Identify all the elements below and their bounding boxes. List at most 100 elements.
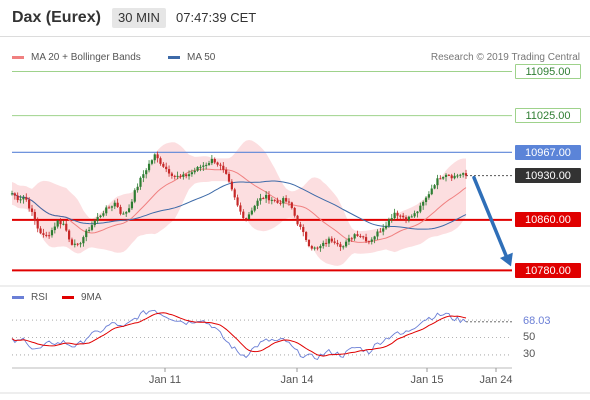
candle-down [267, 194, 271, 201]
time-axis [0, 367, 590, 394]
candle-down [333, 241, 336, 243]
candle-up [430, 188, 433, 195]
candle-down [42, 233, 45, 235]
candle-up [442, 177, 445, 179]
x-tick-label-jan-24: Jan 24 [479, 374, 513, 386]
candle-up [344, 241, 348, 247]
candle-up [342, 246, 345, 248]
candle-down [310, 246, 313, 249]
ma20-line [11, 168, 467, 243]
header-divider [0, 36, 590, 37]
candle-down [225, 169, 228, 174]
candle-down [30, 208, 34, 212]
candle-down [159, 158, 162, 164]
candle-up [370, 239, 373, 242]
candle-up [130, 201, 134, 209]
candle-down [45, 234, 48, 236]
candle-up [79, 243, 82, 245]
candle-up [150, 160, 154, 164]
candle-up [136, 186, 139, 191]
candle-up [205, 164, 208, 166]
candle-up [416, 211, 419, 214]
candle-down [170, 173, 173, 176]
candle-down [230, 181, 233, 190]
level-label-10860: 10860.00 [515, 212, 581, 228]
candle-down [379, 231, 382, 233]
candle-down [216, 162, 219, 165]
candle-up [210, 158, 213, 164]
candle-up [413, 213, 416, 217]
candle-up [193, 170, 196, 173]
candle-down [276, 200, 279, 203]
candle-down [39, 228, 42, 234]
candle-down [36, 220, 39, 229]
forecast-arrow-head [499, 252, 513, 267]
candle-up [459, 174, 462, 176]
candle-down [119, 206, 122, 214]
candle-down [33, 211, 36, 221]
candle-up [187, 174, 191, 177]
candle-up [393, 212, 396, 219]
candle-up [22, 197, 25, 200]
candle-up [250, 210, 253, 215]
ma9-legend-label: 9MA [81, 292, 102, 303]
candle-up [53, 226, 56, 231]
candle-up [110, 206, 114, 208]
candle-down [65, 223, 68, 231]
candle-up [196, 167, 199, 171]
candle-down [464, 173, 468, 176]
candle-down [364, 237, 368, 242]
candle-down [219, 164, 222, 166]
moving-averages [11, 168, 467, 243]
rsi-legend-label: RSI [31, 292, 48, 303]
candle-down [222, 165, 225, 170]
candle-up [422, 202, 425, 206]
rsi-last-value: 68.03 [523, 314, 551, 327]
candle-down [28, 199, 31, 209]
level-label-11025: 11025.00 [515, 108, 581, 124]
instrument-title: Dax (Eurex) [12, 9, 101, 26]
candle-down [293, 207, 296, 216]
candle-down [107, 207, 111, 209]
candle-down [236, 197, 239, 206]
timeframe-badge[interactable]: 30 MIN [112, 8, 166, 28]
candle-down [450, 175, 453, 179]
candle-up [62, 223, 65, 225]
candle-up [105, 207, 108, 214]
candle-up [145, 170, 148, 175]
candle-down [359, 235, 362, 237]
candle-down [299, 224, 302, 227]
candle-down [356, 234, 359, 236]
candle-up [190, 172, 193, 175]
candle-up [253, 205, 256, 211]
chart-header: Dax (Eurex) 30 MIN 07:47:39 CET [0, 0, 590, 36]
candle-up [347, 238, 351, 242]
candle-up [102, 213, 105, 216]
candle-down [404, 217, 408, 221]
level-label-10780: 10780.00 [515, 262, 581, 278]
candle-up [133, 190, 136, 202]
candle-down [399, 215, 402, 217]
candle-up [384, 225, 388, 229]
candle-up [353, 234, 356, 239]
candle-down [185, 174, 188, 177]
candle-down [367, 241, 371, 243]
candle-down [305, 232, 308, 240]
candle-down [162, 163, 165, 167]
candle-up [127, 208, 131, 213]
candle-up [382, 228, 385, 232]
rsi-legend-swatch [12, 296, 24, 299]
candle-down [262, 198, 265, 200]
candle-up [407, 216, 410, 221]
candle-down [307, 239, 311, 247]
ma50-legend-label: MA 50 [187, 52, 216, 63]
candle-up [87, 229, 91, 231]
candle-up [456, 175, 459, 177]
candles [10, 151, 468, 252]
rsi-tick-50: 50 [523, 330, 536, 343]
candle-down [290, 202, 293, 208]
candle-up [90, 225, 94, 230]
candle-down [48, 235, 51, 237]
level-lines [12, 70, 512, 272]
